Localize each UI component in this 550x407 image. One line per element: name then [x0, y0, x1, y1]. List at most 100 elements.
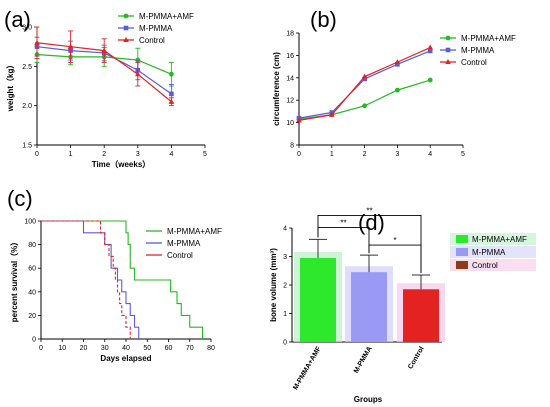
x-tick-label: 1 — [330, 151, 334, 158]
x-tick-label: 60 — [165, 345, 173, 352]
x-tick-label: 40 — [122, 345, 130, 352]
x-tick-label: 20 — [80, 345, 88, 352]
y-tick-label: 20 — [28, 313, 36, 320]
legend-label: Control — [461, 58, 487, 67]
x-tick-label: 2 — [102, 151, 106, 158]
data-point — [427, 44, 433, 50]
legend-label: M-PMMA — [167, 239, 201, 248]
x-axis-label: Groups — [354, 395, 383, 404]
legend-label: M-PMMA+AMF — [472, 235, 527, 244]
data-point — [394, 59, 401, 65]
legend-halo — [450, 259, 536, 271]
x-tick-label: 2 — [363, 151, 367, 158]
y-axis-label: weight（kg） — [5, 61, 15, 113]
y-tick-label: 80 — [28, 242, 36, 249]
y-axis-label: bone volume (mm³) — [269, 248, 278, 322]
y-axis-label: circumference (cm) — [272, 52, 281, 126]
x-tick-label: 50 — [143, 345, 151, 352]
y-tick-label: 100 — [24, 219, 36, 226]
data-point — [362, 76, 367, 82]
data-point — [427, 48, 433, 54]
category-label: Control — [407, 345, 426, 370]
y-tick-label: 3 — [283, 254, 287, 261]
legend-swatch — [456, 261, 468, 269]
y-tick-label: 14 — [286, 75, 294, 82]
x-axis-label: Days elapsed — [100, 354, 151, 363]
data-point — [169, 71, 174, 77]
legend-marker — [123, 25, 129, 31]
legend-marker — [445, 47, 451, 53]
data-point — [329, 111, 335, 117]
x-tick-label: 4 — [169, 151, 173, 158]
y-tick-label: 0 — [32, 337, 36, 344]
y-tick-label: 16 — [286, 53, 294, 60]
legend-label: M-PMMA — [472, 248, 506, 257]
panel-label: (a) — [4, 7, 31, 32]
legend-halo — [450, 246, 536, 258]
data-point — [395, 62, 400, 67]
legend-swatch — [456, 248, 468, 256]
x-tick-label: 3 — [395, 151, 399, 158]
significance-label: ** — [366, 206, 372, 215]
y-tick-label: 1 — [283, 311, 287, 318]
bar — [403, 289, 439, 342]
legend-label: Control — [167, 251, 193, 260]
y-axis-label: percent survival（%） — [9, 238, 19, 322]
x-tick-label: 1 — [69, 151, 73, 158]
legend-marker — [445, 35, 451, 41]
legend-marker — [123, 13, 129, 19]
significance-label: ** — [340, 218, 346, 227]
data-point — [168, 98, 175, 104]
y-tick-label: 8 — [290, 143, 294, 150]
series-line — [298, 79, 431, 120]
y-tick-label: 2.0 — [22, 103, 32, 110]
legend-label: M-PMMA+AMF — [167, 227, 222, 236]
legend-label: M-PMMA+AMF — [139, 12, 194, 21]
data-point — [67, 43, 74, 49]
legend-label: M-PMMA — [461, 46, 495, 55]
x-tick-label: 5 — [203, 151, 207, 158]
y-tick-label: 1.5 — [22, 143, 32, 150]
y-tick-label: 2 — [283, 283, 287, 290]
legend-swatch — [456, 235, 468, 243]
y-tick-label: 10 — [286, 120, 294, 127]
x-tick-label: 30 — [101, 345, 109, 352]
x-tick-label: 0 — [35, 151, 39, 158]
x-tick-label: 3 — [136, 151, 140, 158]
panel-label: (b) — [310, 7, 337, 32]
data-point — [362, 103, 367, 109]
legend-halo — [450, 233, 536, 245]
x-tick-label: 4 — [428, 151, 432, 158]
y-tick-label: 3.0 — [22, 25, 32, 32]
y-tick-label: 18 — [286, 31, 294, 38]
panel-label: (d) — [358, 210, 385, 235]
data-point — [361, 73, 368, 79]
legend-label: M-PMMA+AMF — [461, 34, 516, 43]
data-point — [296, 117, 302, 123]
y-tick-label: 0 — [283, 340, 287, 347]
data-point — [34, 39, 40, 45]
legend-marker — [445, 59, 451, 64]
significance-label: * — [393, 236, 396, 245]
legend-marker — [123, 37, 129, 42]
x-tick-label: 5 — [461, 151, 465, 158]
legend-label: Control — [472, 261, 498, 270]
x-axis-label: Time（weeks） — [92, 159, 151, 169]
y-tick-label: 60 — [28, 266, 36, 273]
data-point — [169, 91, 174, 97]
data-point — [395, 87, 400, 93]
significance-bracket — [317, 214, 422, 274]
x-tick-label: 70 — [186, 345, 194, 352]
y-tick-label: 4 — [283, 226, 287, 233]
bar — [300, 257, 336, 342]
data-point — [427, 77, 433, 83]
survival-curve — [41, 220, 140, 339]
survival-curve — [41, 220, 204, 339]
legend-label: M-PMMA — [139, 24, 173, 33]
legend-label: Control — [139, 36, 165, 45]
category-label: M-PMMA — [353, 346, 374, 375]
x-tick-label: 10 — [58, 345, 66, 352]
x-tick-label: 80 — [207, 345, 215, 352]
data-point — [101, 47, 107, 53]
